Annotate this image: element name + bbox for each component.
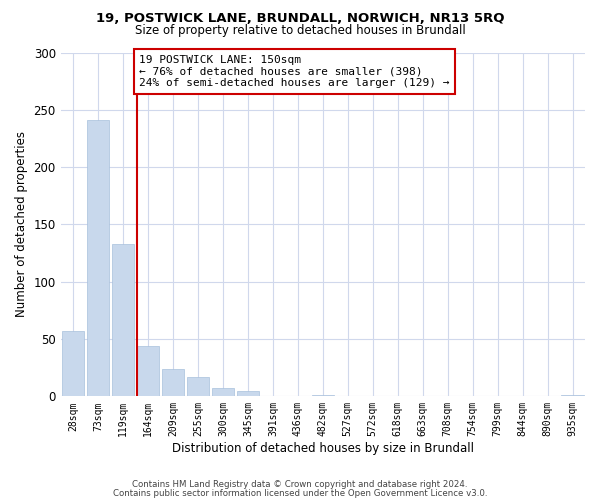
Bar	[212, 388, 234, 396]
Bar	[112, 244, 134, 396]
Bar	[311, 395, 334, 396]
Text: Size of property relative to detached houses in Brundall: Size of property relative to detached ho…	[134, 24, 466, 37]
Text: Contains HM Land Registry data © Crown copyright and database right 2024.: Contains HM Land Registry data © Crown c…	[132, 480, 468, 489]
Bar	[561, 395, 584, 396]
Text: 19, POSTWICK LANE, BRUNDALL, NORWICH, NR13 5RQ: 19, POSTWICK LANE, BRUNDALL, NORWICH, NR…	[96, 12, 504, 26]
Y-axis label: Number of detached properties: Number of detached properties	[15, 132, 28, 318]
X-axis label: Distribution of detached houses by size in Brundall: Distribution of detached houses by size …	[172, 442, 474, 455]
Bar	[187, 377, 209, 396]
Text: Contains public sector information licensed under the Open Government Licence v3: Contains public sector information licen…	[113, 488, 487, 498]
Bar	[87, 120, 109, 396]
Bar	[236, 390, 259, 396]
Bar	[137, 346, 159, 397]
Bar	[62, 331, 85, 396]
Bar	[162, 369, 184, 396]
Text: 19 POSTWICK LANE: 150sqm
← 76% of detached houses are smaller (398)
24% of semi-: 19 POSTWICK LANE: 150sqm ← 76% of detach…	[139, 55, 450, 88]
